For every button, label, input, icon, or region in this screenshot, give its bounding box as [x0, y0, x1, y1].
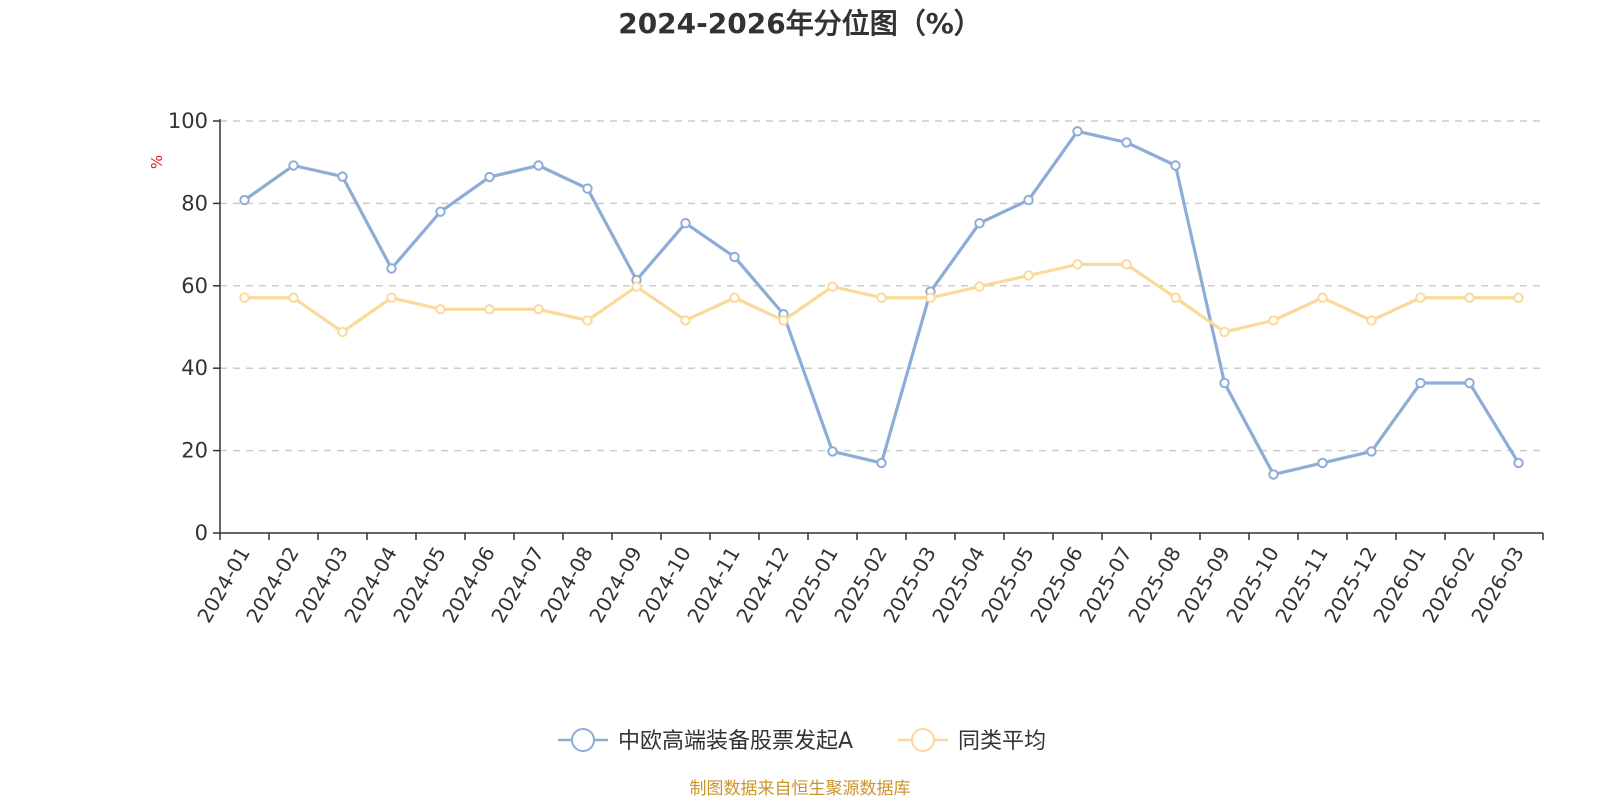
data-point[interactable]: [337, 326, 348, 338]
data-point[interactable]: [1219, 326, 1230, 338]
data-point[interactable]: [1513, 292, 1524, 303]
data-point[interactable]: [1023, 270, 1034, 281]
data-point[interactable]: [1415, 377, 1426, 389]
data-point[interactable]: [1513, 457, 1524, 469]
data-point[interactable]: [533, 304, 544, 315]
data-point[interactable]: [680, 217, 691, 229]
y-tick-label: 0: [195, 521, 208, 545]
data-point[interactable]: [1317, 457, 1328, 469]
legend-item-1[interactable]: 同类平均: [898, 728, 1046, 754]
data-point[interactable]: [1121, 259, 1132, 270]
data-point[interactable]: [827, 281, 838, 292]
data-point[interactable]: [876, 457, 887, 469]
data-point[interactable]: [1464, 377, 1475, 389]
data-point[interactable]: [582, 315, 593, 326]
data-point[interactable]: [1317, 292, 1328, 303]
data-point[interactable]: [1121, 137, 1132, 148]
data-point[interactable]: [1464, 292, 1475, 303]
legend-label: 中欧高端装备股票发起A: [618, 729, 853, 754]
legend-marker-icon: [911, 728, 935, 752]
data-point[interactable]: [1268, 315, 1279, 326]
series-0: [239, 126, 1524, 480]
data-point[interactable]: [974, 217, 985, 229]
data-point[interactable]: [1366, 315, 1377, 326]
data-point[interactable]: [533, 160, 544, 171]
data-point[interactable]: [1072, 259, 1083, 270]
data-point[interactable]: [876, 292, 887, 303]
data-point[interactable]: [435, 304, 446, 315]
data-point[interactable]: [337, 171, 348, 182]
legend-marker-icon: [571, 728, 595, 752]
data-point[interactable]: [729, 292, 740, 303]
y-tick-label: 40: [181, 356, 208, 380]
y-tick-label: 20: [181, 439, 208, 463]
data-point[interactable]: [386, 263, 397, 274]
y-tick-label: 100: [168, 109, 208, 133]
data-point[interactable]: [1170, 292, 1181, 303]
legend-item-0[interactable]: 中欧高端装备股票发起A: [558, 728, 853, 754]
grid-lines: [220, 120, 1543, 452]
y-tick-label: 80: [181, 191, 208, 215]
data-point[interactable]: [680, 315, 691, 326]
data-point[interactable]: [1415, 292, 1426, 303]
data-point[interactable]: [484, 171, 495, 183]
data-point[interactable]: [974, 281, 985, 292]
legend-label: 同类平均: [958, 729, 1046, 754]
data-point[interactable]: [1170, 160, 1181, 171]
data-point[interactable]: [239, 292, 250, 303]
data-point[interactable]: [1072, 126, 1083, 137]
data-point[interactable]: [386, 292, 397, 303]
series-lines: [239, 126, 1524, 480]
data-point[interactable]: [288, 160, 299, 171]
chart-title: 2024-2026年分位图（%）: [618, 7, 982, 40]
data-point[interactable]: [239, 194, 250, 206]
series-1: [239, 259, 1524, 338]
data-point[interactable]: [827, 446, 838, 457]
data-point[interactable]: [925, 292, 936, 303]
data-point[interactable]: [582, 183, 593, 194]
data-point[interactable]: [288, 292, 299, 303]
data-point[interactable]: [631, 281, 642, 292]
data-point[interactable]: [1023, 194, 1034, 206]
data-point[interactable]: [1268, 469, 1279, 480]
data-point[interactable]: [729, 251, 740, 263]
legend[interactable]: 中欧高端装备股票发起A 同类平均: [558, 728, 1046, 754]
data-point[interactable]: [435, 206, 446, 217]
y-axis-unit-label: %: [148, 155, 166, 169]
axes: 0204060801002024-012024-022024-032024-04…: [168, 109, 1544, 627]
data-source-note: 制图数据来自恒生聚源数据库: [690, 779, 911, 799]
y-tick-label: 60: [181, 274, 208, 298]
data-point[interactable]: [778, 315, 789, 326]
data-point[interactable]: [1219, 377, 1230, 389]
data-point[interactable]: [1366, 446, 1377, 457]
data-point[interactable]: [484, 304, 495, 315]
